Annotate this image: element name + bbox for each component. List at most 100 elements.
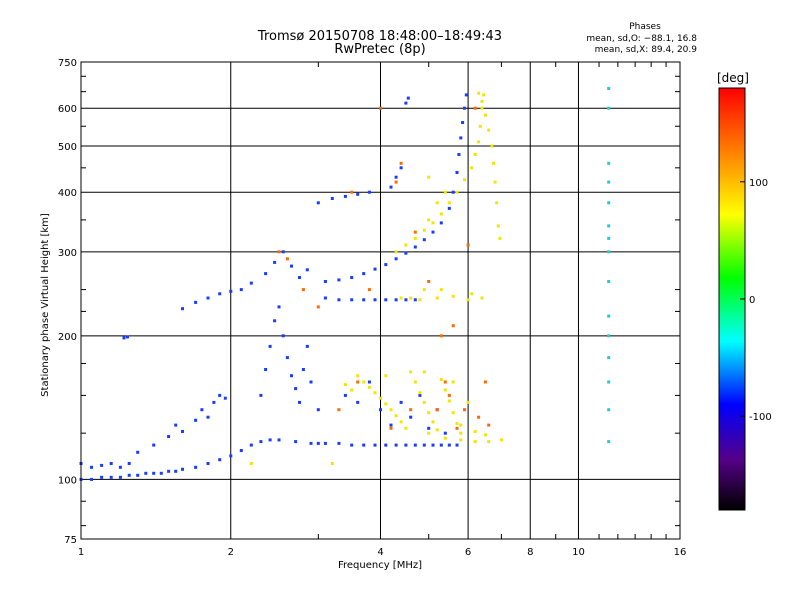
data-point (464, 93, 468, 97)
data-point (218, 393, 222, 397)
data-point (447, 393, 451, 397)
data-point (443, 190, 447, 194)
data-point (413, 245, 417, 249)
data-point (167, 469, 171, 473)
data-point (607, 224, 611, 228)
data-point (362, 443, 366, 447)
data-point (447, 399, 451, 403)
data-point (394, 175, 398, 179)
data-point (399, 161, 403, 165)
data-point (362, 298, 366, 302)
data-point (264, 272, 268, 276)
data-point (181, 307, 184, 311)
data-point (394, 414, 398, 418)
data-point (301, 368, 305, 371)
data-point (109, 462, 113, 465)
data-point (316, 201, 320, 205)
data-point (152, 443, 156, 447)
x-tick-label: 16 (674, 547, 687, 558)
x-tick-label: 2 (228, 547, 234, 558)
data-points (79, 87, 611, 481)
data-point (492, 161, 495, 165)
data-point (490, 144, 494, 148)
data-point (373, 443, 377, 447)
y-tick-label: 500 (58, 142, 77, 153)
y-tick-label: 600 (58, 104, 77, 115)
data-point (343, 194, 347, 198)
legend-box: Phases mean, sd,O: −88.1, 16.8 mean, sd,… (586, 22, 697, 55)
data-point (463, 106, 466, 110)
data-point (316, 441, 320, 445)
data-point (356, 192, 360, 196)
data-point (356, 380, 360, 384)
data-point (459, 136, 463, 140)
y-tick-label: 400 (58, 188, 77, 199)
data-point (457, 153, 461, 156)
data-point (473, 430, 477, 433)
data-point (487, 128, 491, 132)
data-point (249, 462, 253, 465)
data-point (422, 400, 426, 404)
data-point (167, 435, 171, 438)
colorbar-tick-label: 0 (749, 295, 755, 306)
data-point (404, 251, 408, 255)
data-point (206, 415, 210, 419)
data-point (443, 436, 447, 440)
data-point (470, 292, 474, 296)
data-point (384, 374, 388, 378)
x-tick-label: 10 (572, 547, 585, 558)
data-point (427, 280, 431, 283)
data-point (350, 276, 354, 279)
data-point (427, 426, 431, 430)
data-point (136, 473, 140, 477)
data-point (350, 388, 354, 392)
data-point (100, 475, 104, 479)
data-point (200, 408, 204, 412)
data-point (298, 276, 301, 279)
data-point (483, 380, 487, 384)
data-point (404, 298, 408, 302)
data-point (461, 121, 465, 124)
data-point (422, 228, 426, 232)
data-point (447, 201, 451, 205)
data-point (379, 396, 382, 400)
data-point (285, 356, 289, 360)
data-point (413, 236, 417, 240)
data-point (473, 106, 477, 110)
legend-line-x: mean, sd,X: 89.4, 20.9 (595, 45, 698, 55)
data-point (607, 380, 611, 384)
data-point (337, 441, 341, 445)
data-point (451, 380, 455, 384)
data-point (127, 473, 131, 477)
legend-title: Phases (629, 22, 661, 32)
chart-subtitle: RwPretec (8p) (334, 42, 425, 57)
data-point (127, 462, 131, 465)
data-point (394, 180, 398, 184)
data-point (290, 264, 293, 268)
data-point (285, 257, 289, 261)
data-point (463, 178, 466, 182)
data-point (413, 443, 417, 447)
data-point (394, 250, 398, 254)
data-point (470, 166, 474, 170)
data-point (459, 438, 463, 442)
data-point (384, 298, 388, 302)
data-point (607, 250, 611, 254)
data-point (409, 408, 413, 412)
colorbar-label: [deg] (717, 71, 749, 85)
data-point (384, 402, 388, 406)
data-point (422, 443, 426, 447)
x-tick-label: 1 (78, 547, 84, 558)
data-point (305, 268, 309, 272)
data-point (451, 294, 455, 298)
data-point (439, 443, 443, 447)
data-point (409, 415, 413, 419)
data-point (413, 298, 417, 302)
data-point (427, 175, 431, 179)
data-point (259, 440, 263, 444)
data-point (399, 420, 403, 424)
data-point (451, 411, 455, 415)
data-point (343, 383, 347, 387)
data-point (404, 101, 408, 105)
